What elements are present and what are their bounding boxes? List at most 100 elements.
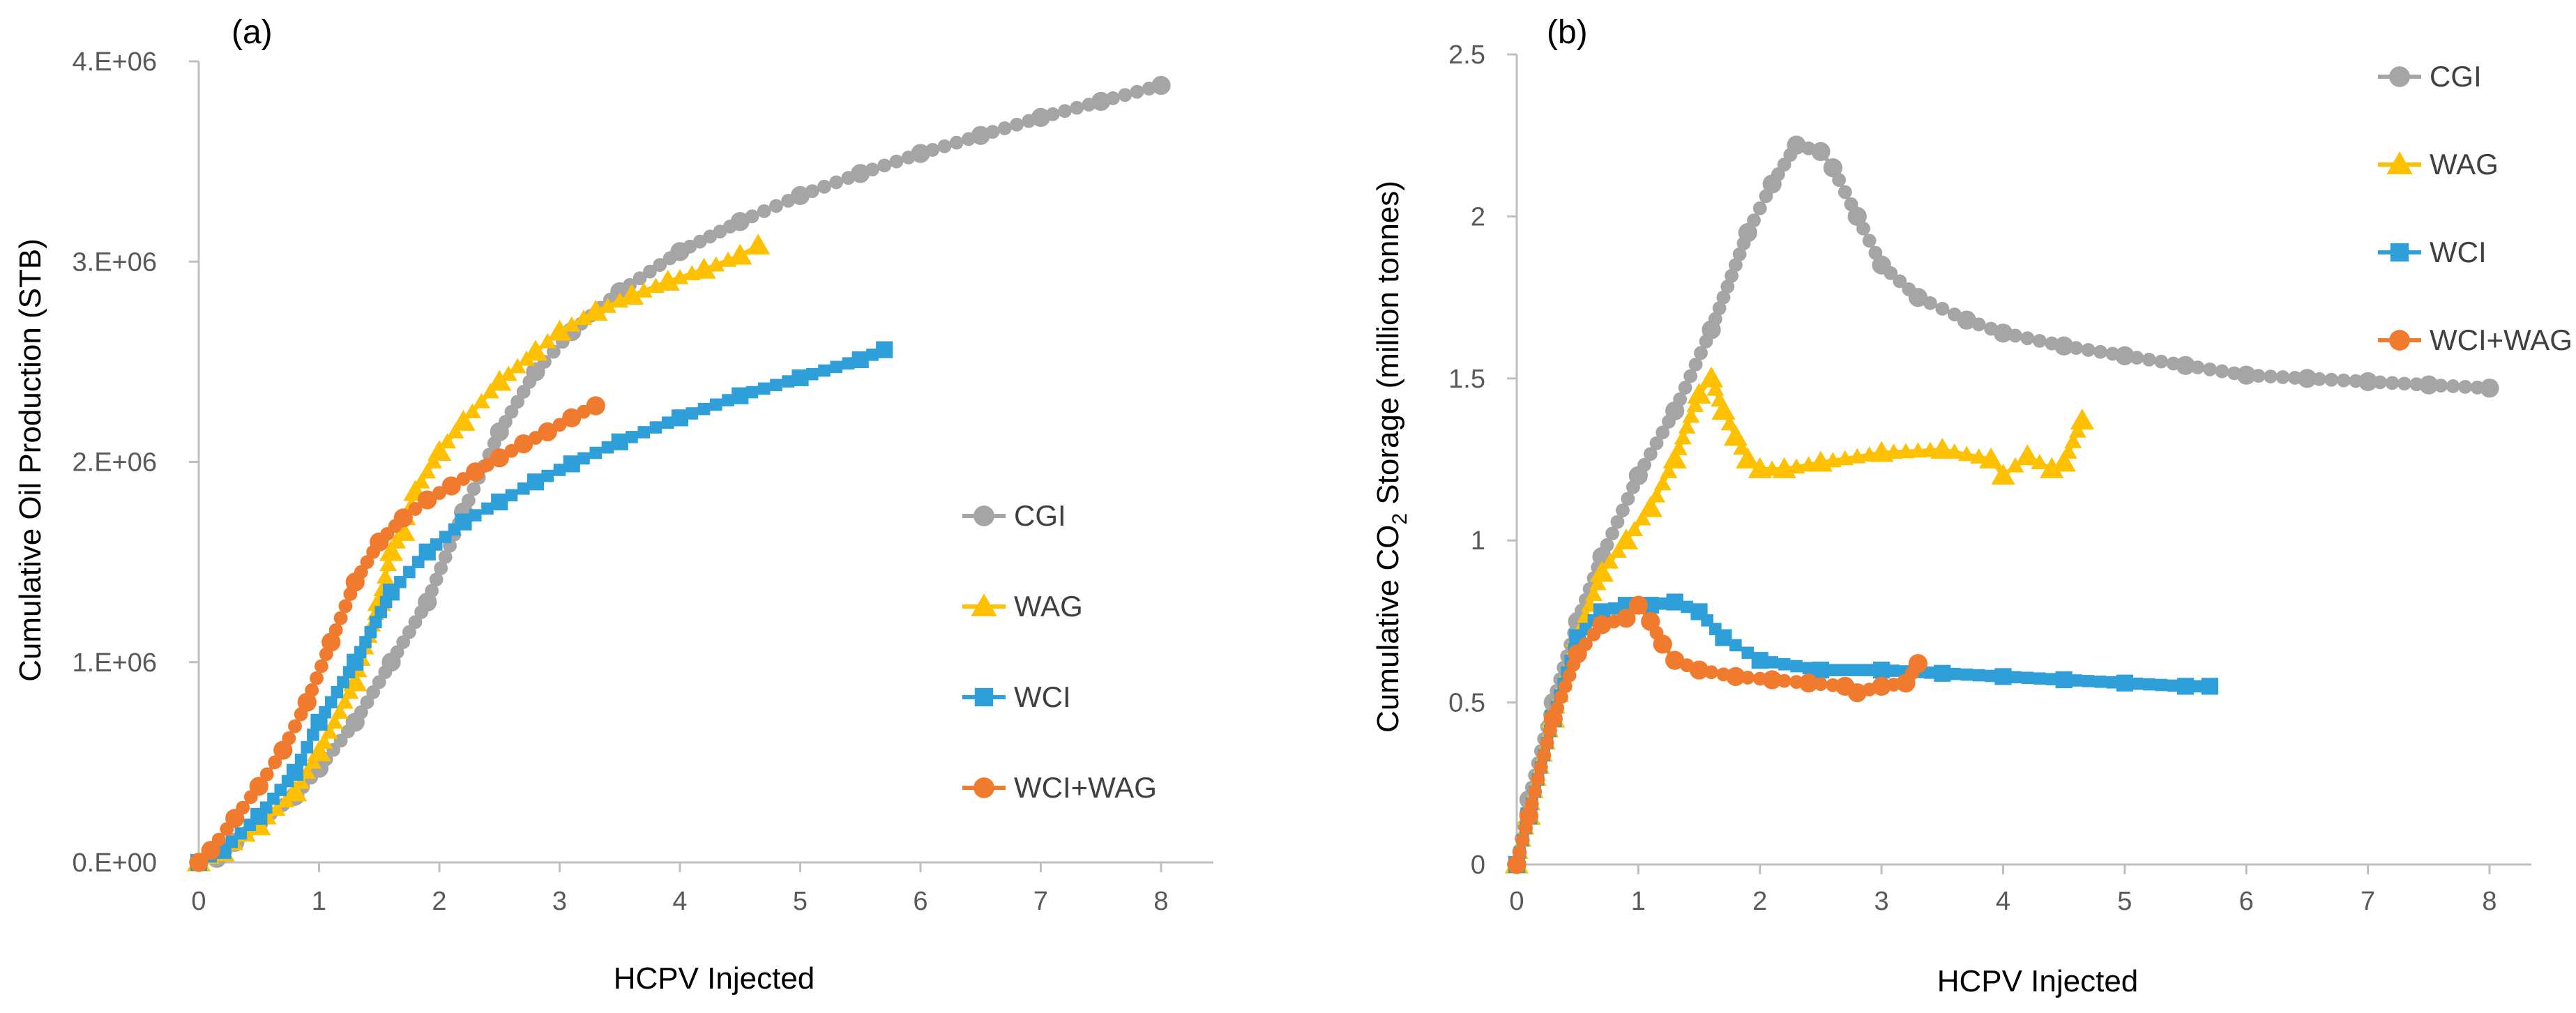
a-series-wci-wag-marker xyxy=(294,707,308,722)
x-tick-label: 8 xyxy=(2482,887,2497,916)
b-series-cgi-marker xyxy=(2032,333,2047,348)
y-tick-label: 1 xyxy=(1471,526,1485,556)
panel-a-label: (a) xyxy=(232,14,273,51)
b-series-cgi-marker xyxy=(1862,234,1877,248)
a-series-wci-wag-marker xyxy=(268,755,282,770)
b-series-cgi-marker xyxy=(1694,346,1708,360)
b-series-wci-wag-marker xyxy=(1566,657,1581,672)
b-series-wci-wag-marker xyxy=(1704,665,1718,680)
a-series-wag-marker xyxy=(499,365,517,381)
b-series-cgi-marker xyxy=(2275,370,2290,384)
b-series-cgi-marker xyxy=(1935,301,1950,316)
a-series-wci-wag-marker xyxy=(577,404,591,419)
b-series-cgi-marker xyxy=(2130,351,2144,365)
b-series-cgi-marker xyxy=(1649,436,1664,450)
b-series-wag-marker xyxy=(1601,553,1619,569)
b-series-wag-marker xyxy=(1763,460,1781,476)
b-series-cgi-marker xyxy=(2336,373,2351,388)
a-series-cgi-marker xyxy=(487,436,501,450)
b-series-cgi-marker xyxy=(1984,321,1998,336)
a-series-wci-marker xyxy=(541,469,554,482)
a-series-wag-point xyxy=(745,234,771,255)
b-series-cgi-marker xyxy=(2215,364,2229,379)
a-series-wci-wag-marker xyxy=(236,800,250,815)
a-series-wci-point xyxy=(791,369,809,386)
a-series-cgi-marker xyxy=(546,344,561,359)
b-series-cgi-marker xyxy=(1868,245,1883,260)
b-series-wag-marker xyxy=(1787,458,1805,474)
b-series-wci-marker xyxy=(1656,597,1669,610)
a-series-cgi-marker xyxy=(662,251,677,266)
b-series-wci-wag-marker xyxy=(1578,637,1593,651)
a-series-wci-wag-marker xyxy=(360,555,374,570)
b-series-cgi-point xyxy=(1847,206,1867,227)
b-series-wci-marker xyxy=(1863,664,1876,676)
a-series-wci-marker xyxy=(394,576,407,588)
a-series-wci-wag-marker xyxy=(328,623,343,637)
b-series-wci-wag-marker xyxy=(1537,748,1552,763)
panel-a-y-ticks: 0.E+00 1.E+06 2.E+06 3.E+06 4.E+06 xyxy=(73,47,199,878)
a-series-cgi-marker xyxy=(516,385,531,399)
a-series-cgi-marker xyxy=(429,572,444,587)
b-legend-item-wci: WCI xyxy=(2378,236,2487,268)
b-series-wag-point xyxy=(1589,561,1614,582)
a-series-wci-marker xyxy=(294,753,308,766)
b-series-wag-marker xyxy=(1660,462,1678,478)
b-series-wag-marker xyxy=(1682,407,1700,423)
b-series-cgi-point xyxy=(2176,356,2195,375)
b-series-cgi-point xyxy=(2419,375,2439,395)
b-series-wci-marker xyxy=(1972,669,1985,682)
x-tick-label: 0 xyxy=(1509,887,1524,916)
a-series-cgi-point xyxy=(790,185,810,206)
a-legend-label-wci: WCI xyxy=(1014,680,1071,713)
b-series-wci-marker xyxy=(2045,673,2059,685)
a-series-wci-wag-marker xyxy=(504,443,519,458)
a-series-cgi-marker xyxy=(1118,88,1132,102)
b-series-cgi-marker xyxy=(1893,274,1907,289)
a-series-wag-marker xyxy=(376,568,394,584)
x-tick-label: 1 xyxy=(1631,887,1646,916)
b-series-cgi-marker xyxy=(2045,336,2059,351)
b-legend-label-wag: WAG xyxy=(2430,148,2499,181)
b-series-wag-point xyxy=(1736,447,1760,469)
a-series-wci-wag-point xyxy=(321,632,341,652)
a-series-cgi-marker xyxy=(841,171,856,185)
b-series-wci-wag-marker xyxy=(1826,678,1840,692)
a-series-wci-wag-marker xyxy=(408,502,423,516)
a-series-cgi-marker xyxy=(360,695,374,710)
a-legend-item-cgi: CGI xyxy=(962,499,1066,532)
b-series-wci-wag-marker xyxy=(1649,625,1664,640)
a-series-wci-marker xyxy=(745,386,759,399)
y-tick-label: 3.E+06 xyxy=(73,247,158,277)
a-series-wag-marker xyxy=(517,350,536,366)
b-series-cgi-point xyxy=(1811,142,1831,162)
b-series-wci-marker xyxy=(2191,680,2204,693)
x-tick-label: 3 xyxy=(552,887,567,916)
panel-a-y-axis-title: Cumulative Oil Production (STB) xyxy=(13,238,47,682)
b-legend-item-wag: WAG xyxy=(2378,148,2499,181)
x-tick-label: 5 xyxy=(793,887,808,916)
panel-a-x-ticks: 0 1 2 3 4 5 6 7 8 xyxy=(191,862,1169,916)
a-series-wci-wag-point xyxy=(273,740,293,760)
b-legend-swatch-marker xyxy=(2386,151,2413,175)
a-series-wci-marker xyxy=(553,464,566,476)
b-series-wci-wag-marker xyxy=(1680,658,1695,673)
a-series-wci-marker xyxy=(697,402,711,416)
a-legend-item-wci-wag: WCI+WAG xyxy=(962,771,1157,804)
b-series-cgi-marker xyxy=(1688,357,1703,372)
b-series-cgi-marker xyxy=(1732,247,1747,261)
a-series-wag-marker xyxy=(292,773,310,789)
panel-a-series xyxy=(186,75,1171,872)
a-series-wci-point xyxy=(851,351,869,369)
b-legend-label-wci: WCI xyxy=(2430,236,2487,268)
b-series-cgi-marker xyxy=(2349,374,2363,388)
panel-b-y-axis-title-prefix: Cumulative CO xyxy=(1371,525,1405,733)
a-series-wag-marker xyxy=(412,473,430,489)
b-series-cgi-marker xyxy=(1923,296,1937,310)
a-series-wci-marker xyxy=(481,502,494,515)
a-series-wag-marker xyxy=(719,251,737,267)
a-series-wci-wag-marker xyxy=(529,431,543,445)
a-series-wag-marker xyxy=(538,333,556,349)
b-series-wci-marker xyxy=(1887,664,1900,677)
